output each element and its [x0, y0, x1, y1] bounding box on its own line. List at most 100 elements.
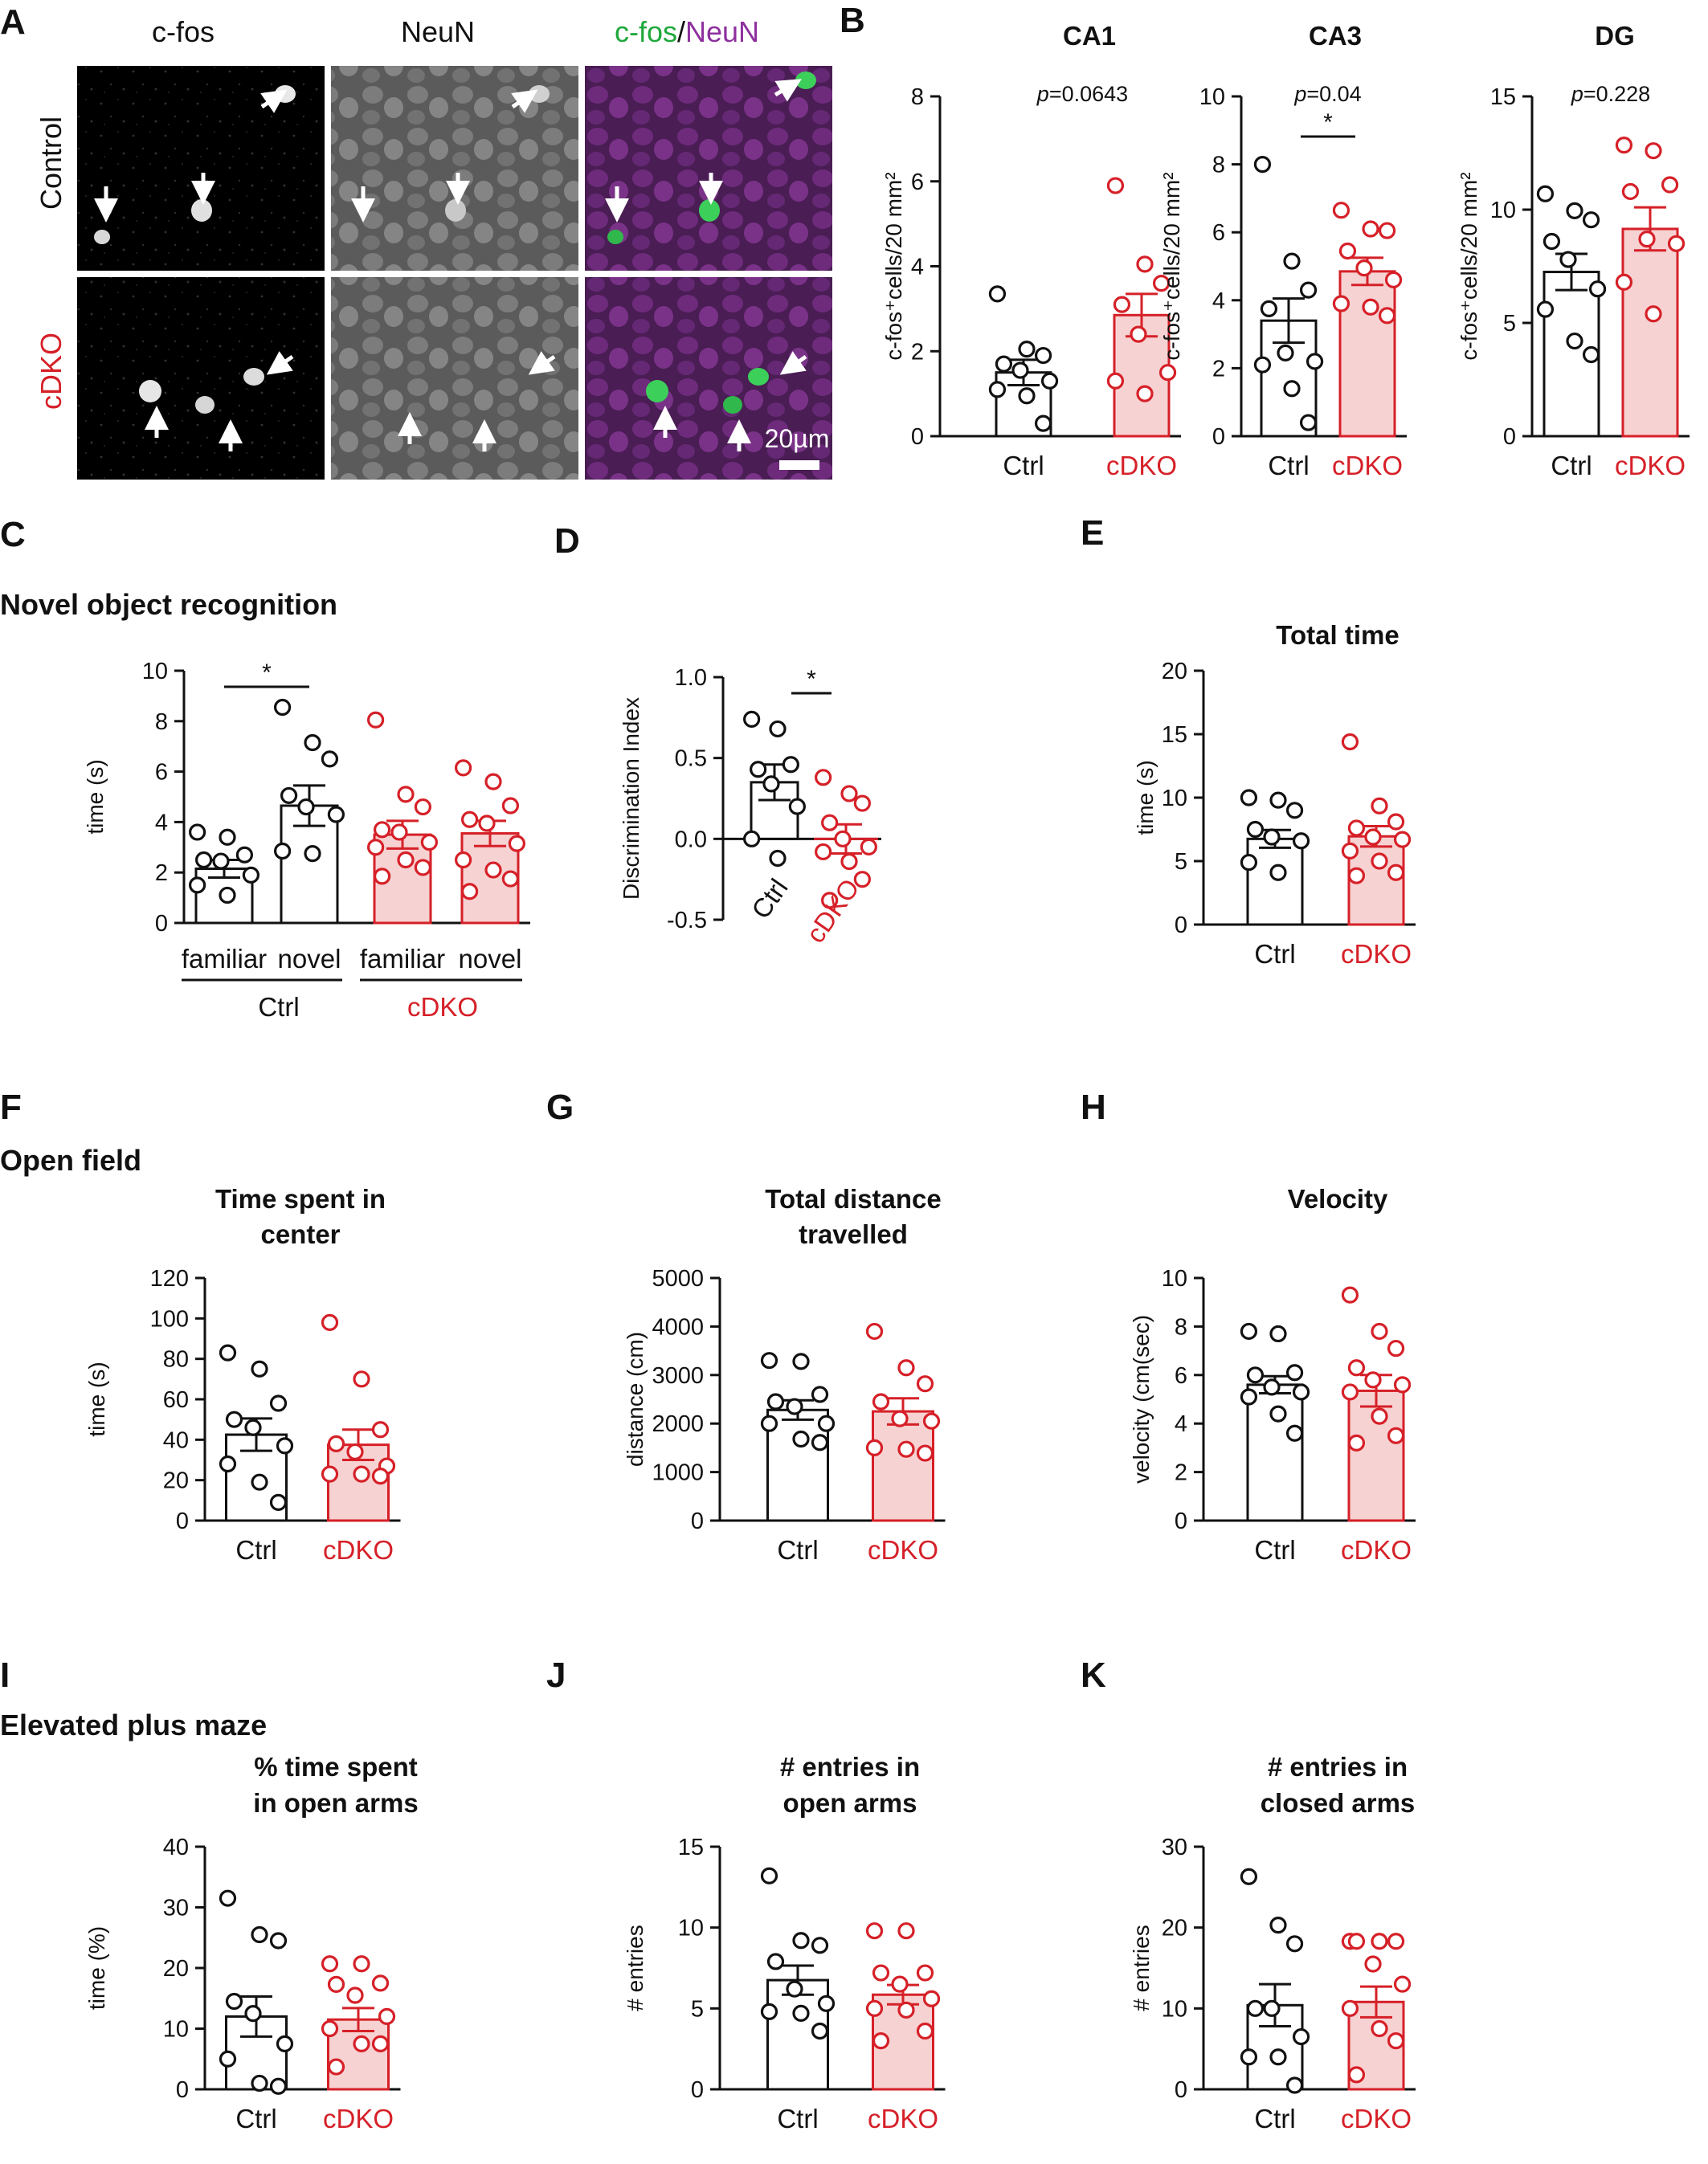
data-point: [916, 1444, 934, 1462]
y-tick-label: 8: [155, 709, 168, 735]
data-point: [1240, 1868, 1258, 1885]
data-point: [1536, 300, 1555, 318]
data-point: [792, 1932, 810, 1950]
panel-label-h: H: [1081, 1088, 1106, 1127]
x-tick-label: cDKO: [868, 1535, 938, 1565]
data-point: [1384, 271, 1403, 289]
data-point: [219, 828, 236, 846]
bar: [1338, 270, 1396, 438]
y-tick-label: 0.0: [675, 827, 707, 852]
x-tick-label: Ctrl: [777, 2104, 818, 2133]
data-point: [1136, 385, 1154, 402]
data-point: [1263, 828, 1281, 846]
data-point: [454, 759, 472, 777]
data-point: [1387, 1427, 1405, 1444]
panel-label-j: J: [546, 1656, 566, 1695]
chart-b1: B CA1 0 2 4 6 8 c-fos⁺cells/20 mm² Ctrl cDKO p=0.0…: [840, 1, 1181, 480]
chart-title-line2: in open arms: [253, 1788, 418, 1818]
data-point: [872, 1964, 890, 1982]
data-point: [397, 786, 415, 803]
chart-b3: DG 0 5 10 15 c-fos⁺cells/20 mm² Ctrl cDKO p=0.22…: [1457, 21, 1690, 480]
data-point: [1018, 387, 1036, 405]
y-tick-label: 20: [163, 1956, 189, 1982]
data-point: [1362, 220, 1379, 238]
x-tick-label: cDKO: [323, 2104, 394, 2133]
data-point: [821, 814, 839, 831]
panel-label-i: I: [0, 1656, 10, 1695]
data-point: [916, 1964, 934, 1982]
y-tick-label: 8: [911, 84, 924, 110]
data-point: [269, 1932, 288, 1950]
panel-label-c: C: [0, 515, 26, 554]
chart-i: I % time spent in open arms 0 10 20 30 40 time (…: [0, 1656, 419, 2133]
data-point: [766, 1393, 785, 1411]
data-point: [251, 2074, 268, 2093]
micrograph-cdko-cfos: [77, 277, 325, 480]
data-point: [1277, 344, 1294, 361]
x-tick-label: Ctrl: [1254, 2104, 1295, 2133]
y-tick-label: 2000: [652, 1411, 704, 1437]
data-point: [1113, 296, 1131, 313]
data-point: [1393, 1376, 1412, 1394]
chart-title-line1: # entries in: [1268, 1752, 1408, 1782]
x-tick-label: Ctrl: [777, 1535, 818, 1565]
data-point: [1332, 295, 1350, 312]
data-point: [1260, 300, 1278, 317]
data-point: [371, 1974, 390, 1992]
data-point: [1240, 853, 1258, 872]
data-point: [225, 1992, 243, 2011]
chart-title-line1: Total distance: [765, 1184, 941, 1214]
x-tick-label: cDKO: [1615, 451, 1686, 480]
x-tick-label: cDKO: [1341, 2104, 1412, 2133]
chart-f: F Time spent in center 0 20 40 60 80 100 120 time …: [0, 1088, 401, 1565]
x-tick-label: novel: [459, 944, 522, 974]
data-point: [1338, 242, 1357, 260]
data-point: [420, 833, 439, 851]
data-point: [853, 871, 871, 888]
data-point: [1269, 864, 1287, 881]
data-point: [872, 2032, 890, 2050]
y-axis-label: Discrimination Index: [619, 697, 644, 900]
data-point: [269, 1493, 288, 1511]
data-point: [815, 769, 832, 786]
y-tick-label: 2: [155, 860, 168, 886]
bar: [1621, 227, 1679, 438]
data-point: [1341, 733, 1359, 751]
y-tick-label: 0: [691, 1509, 704, 1534]
data-point: [1341, 1383, 1359, 1401]
chart-title-line2: open arms: [783, 1788, 917, 1818]
data-point: [988, 285, 1007, 303]
bar: [1246, 837, 1304, 926]
y-tick-label: 20: [163, 1468, 189, 1494]
data-point: [1034, 414, 1052, 432]
data-point: [750, 761, 767, 778]
data-point: [1018, 341, 1036, 358]
data-point: [811, 1937, 829, 1954]
data-point: [374, 821, 391, 839]
data-point: [897, 1440, 915, 1458]
data-point: [251, 1925, 268, 1944]
y-tick-label: 6: [1212, 220, 1225, 246]
y-tick-label: 3000: [652, 1363, 704, 1389]
x-tick-label: Ctrl: [1254, 1535, 1295, 1565]
data-point: [1371, 852, 1388, 870]
y-tick-label: 4000: [652, 1314, 704, 1340]
data-point: [782, 756, 799, 774]
chart-title: DG: [1595, 21, 1635, 51]
panel-a: A c-fos NeuN c-fos/NeuN Control cDKO: [0, 2, 832, 480]
data-point: [916, 1375, 934, 1393]
bar: [1246, 1383, 1304, 1522]
data-point: [1269, 1405, 1287, 1423]
data-point: [821, 892, 839, 909]
data-point: [1667, 235, 1686, 252]
x-tick-label: cDKO: [868, 2104, 938, 2133]
panel-label-e: E: [1081, 513, 1104, 553]
data-point: [891, 1975, 909, 1993]
data-point: [219, 886, 236, 904]
data-point: [371, 1468, 390, 1485]
data-point: [212, 852, 230, 870]
chart-title-line1: Time spent in: [215, 1184, 386, 1214]
data-point: [1130, 325, 1147, 343]
data-point: [1292, 832, 1310, 850]
